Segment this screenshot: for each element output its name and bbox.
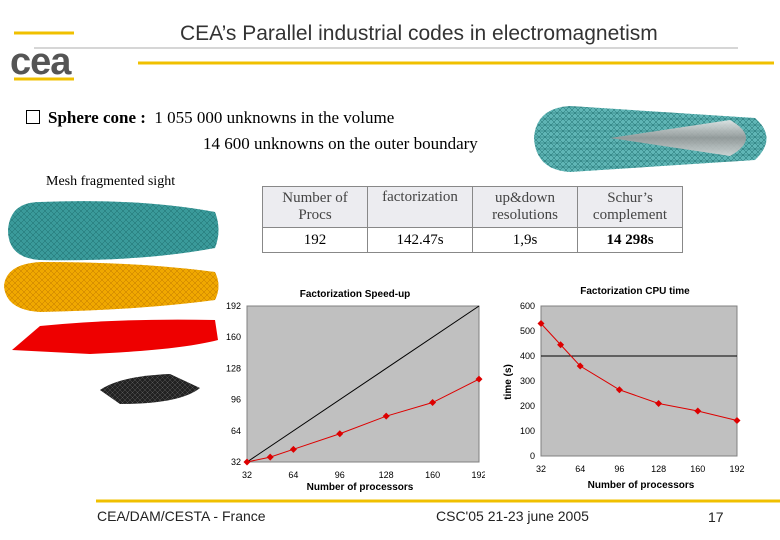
x-tick-label: 32: [242, 470, 252, 480]
x-tick-label: 32: [536, 464, 546, 474]
data-point: [733, 417, 741, 424]
table-header-row: Number of Procs factorization up&down reso…: [262, 186, 683, 228]
table-cell: 1,9s: [472, 227, 578, 253]
y-tick-label: 32: [231, 457, 241, 467]
x-tick-label: 64: [575, 464, 585, 474]
y-tick-label: 100: [520, 426, 535, 436]
x-tick-label: 192: [471, 470, 485, 480]
y-tick-label: 0: [530, 451, 535, 461]
sphere-cone-mesh-image: [534, 106, 767, 172]
bullet-label: Sphere cone :: [48, 108, 146, 127]
data-point: [336, 430, 344, 438]
x-tick-label: 128: [651, 464, 666, 474]
ideal-speedup-line: [246, 305, 480, 463]
table-row: 192 142.47s 1,9s 14 298s: [262, 227, 683, 253]
y-tick-label: 200: [520, 401, 535, 411]
x-tick-label: 160: [425, 470, 440, 480]
y-axis-label: time (s): [503, 364, 514, 400]
data-point: [266, 453, 274, 461]
data-point: [537, 320, 545, 327]
data-point: [557, 341, 565, 349]
x-axis-label: Number of processors: [588, 480, 695, 491]
data-point: [655, 400, 663, 407]
data-point: [615, 386, 623, 394]
table-cell: 14 298s: [577, 227, 683, 253]
slide-title: CEA’s Parallel industrial codes in elect…: [180, 22, 658, 45]
bullet-volume-unknowns: 1 055 000 unknowns in the volume: [154, 108, 395, 127]
speedup-chart: Factorization Speed-up 32 64 96 128 160 192 3…: [226, 289, 485, 493]
y-tick-label: 192: [226, 301, 241, 311]
x-tick-label: 96: [335, 470, 345, 480]
y-tick-label: 500: [520, 326, 535, 336]
data-point: [694, 407, 702, 415]
y-tick-label: 64: [231, 426, 241, 436]
x-tick-label: 128: [379, 470, 394, 480]
bullet-boundary-unknowns: 14 600 unknowns on the outer boundary: [203, 134, 478, 153]
chart-title: Factorization CPU time: [580, 286, 690, 297]
data-point: [243, 458, 251, 466]
y-tick-label: 400: [520, 351, 535, 361]
checkbox-bullet-icon: [26, 110, 40, 124]
x-tick-label: 160: [690, 464, 705, 474]
y-tick-label: 300: [520, 376, 535, 386]
data-point: [576, 362, 584, 370]
results-table: Number of Procs factorization up&down reso…: [262, 186, 683, 253]
x-tick-label: 64: [288, 470, 298, 480]
table-cell: 192: [262, 227, 368, 253]
table-header-cell: factorization: [367, 186, 473, 228]
x-axis-label: Number of processors: [307, 482, 414, 493]
data-point: [429, 399, 437, 407]
cea-logo: cea: [10, 41, 72, 83]
table-cell: 142.47s: [367, 227, 473, 253]
data-point: [475, 375, 483, 383]
table-header-cell: Number of Procs: [262, 186, 368, 228]
data-point: [289, 445, 297, 453]
footer-organization: CEA/DAM/CESTA - France: [97, 508, 266, 524]
plot-area: [540, 305, 738, 457]
red-fragment: [12, 319, 218, 354]
mesh-fragments-image: [4, 201, 219, 404]
table-header-cell: up&down resolutions: [472, 186, 578, 228]
data-point: [382, 412, 390, 420]
y-tick-label: 96: [231, 395, 241, 405]
page-number: 17: [708, 509, 724, 525]
table-header-cell: Schur’s complement: [577, 186, 683, 228]
footer-rule: [96, 499, 780, 503]
bullet-line-1: Sphere cone : 1 055 000 unknowns in the …: [26, 108, 394, 128]
chart-title: Factorization Speed-up: [300, 289, 411, 300]
y-tick-label: 160: [226, 332, 241, 342]
header-decoration: cea: [10, 31, 774, 83]
x-tick-label: 192: [729, 464, 744, 474]
mesh-fragment-label: Mesh fragmented sight: [46, 174, 176, 189]
cpu-time-chart: Factorization CPU time 0 100 200 300 400 500 6…: [503, 286, 745, 491]
y-tick-label: 600: [520, 301, 535, 311]
y-tick-label: 128: [226, 363, 241, 373]
x-tick-label: 96: [614, 464, 624, 474]
footer-conference: CSC'05 21-23 june 2005: [436, 508, 589, 524]
